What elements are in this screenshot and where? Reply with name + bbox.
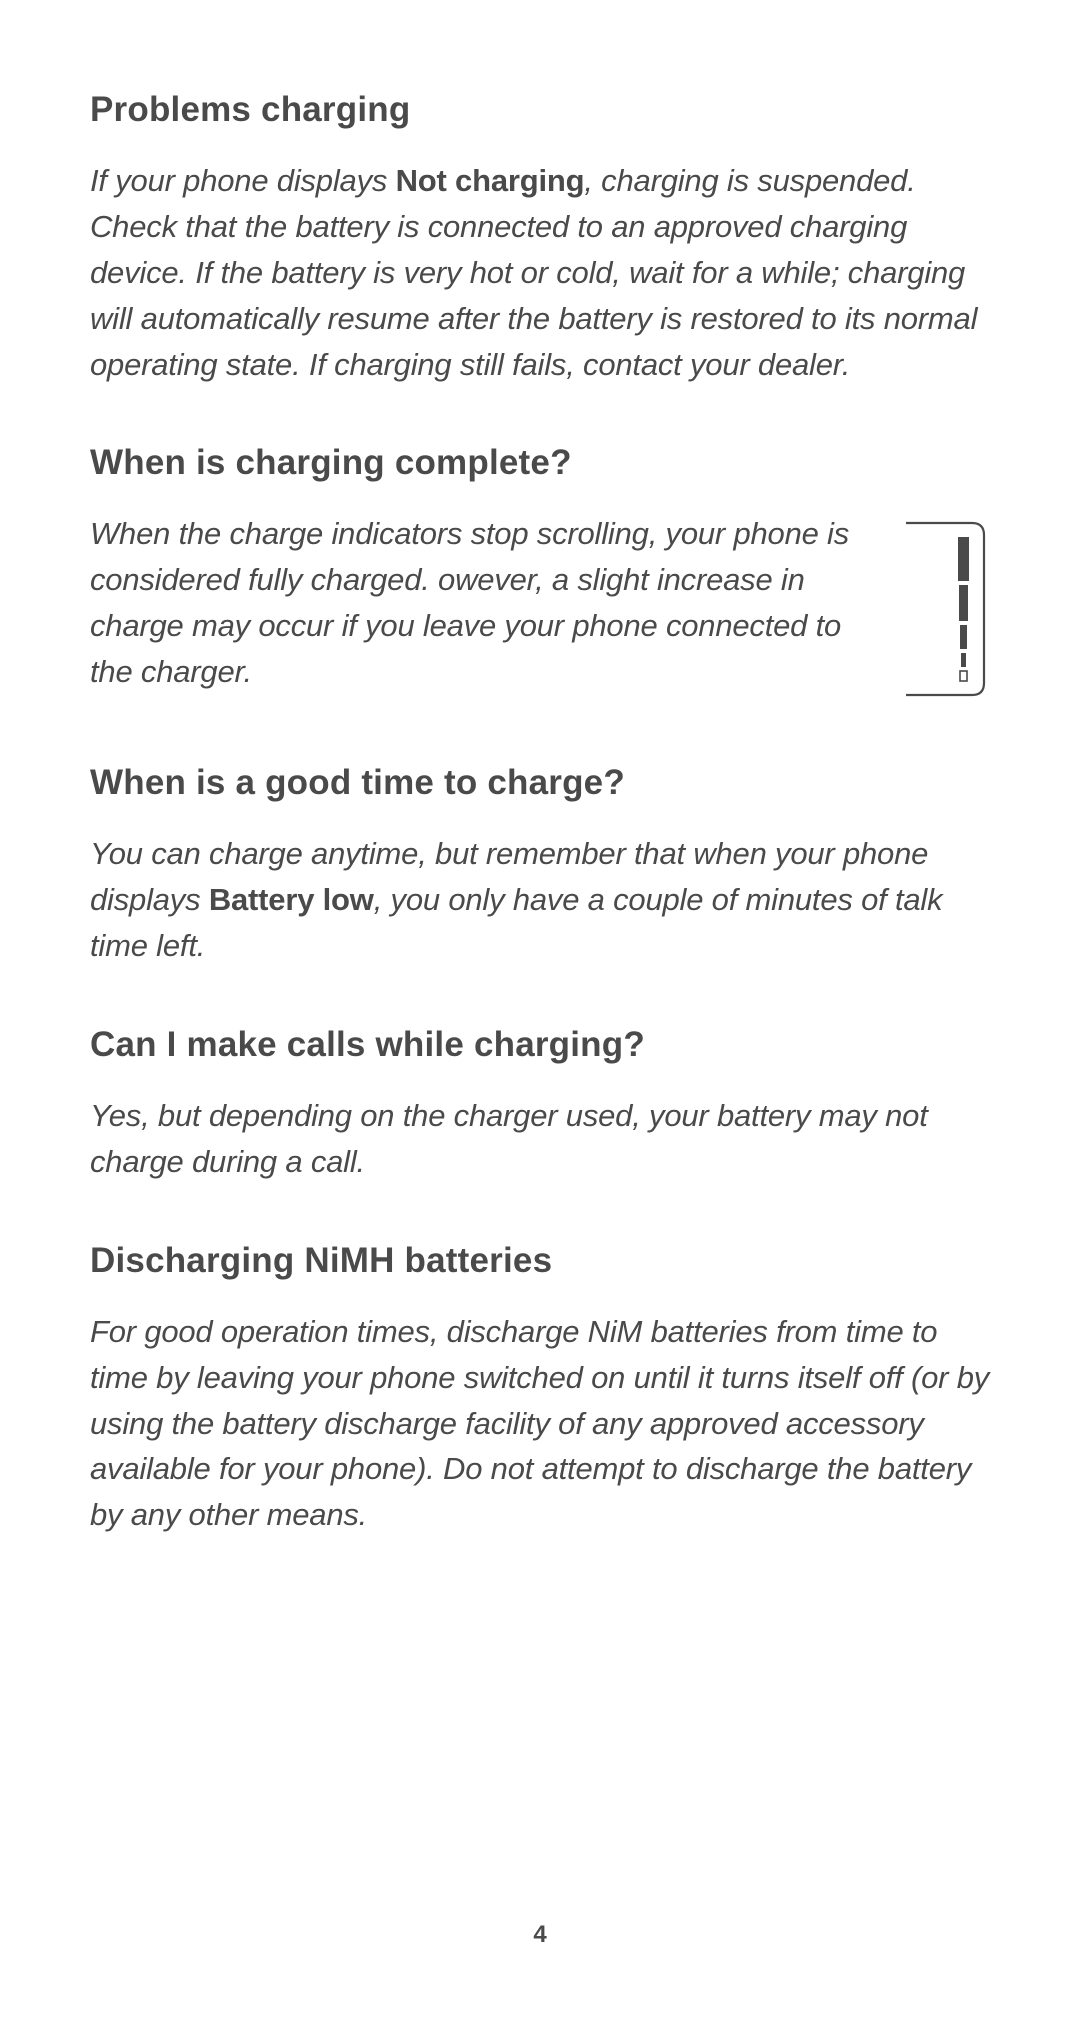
body-calls-while-charging: Yes, but depending on the charger used, … (90, 1093, 990, 1185)
body-problems-charging: If your phone displays Not charging, cha… (90, 158, 990, 387)
heading-problems-charging: Problems charging (90, 90, 990, 130)
body-good-time: You can charge anytime, but remember tha… (90, 831, 990, 969)
text-pre: If your phone displays (90, 163, 396, 198)
body-charging-complete: When the charge indicators stop scrollin… (90, 511, 870, 695)
bold-not-charging: Not charging (396, 163, 585, 198)
heading-charging-complete: When is charging complete? (90, 443, 990, 483)
heading-good-time: When is a good time to charge? (90, 763, 990, 803)
page-number: 4 (0, 1921, 1080, 1949)
section-with-figure: When the charge indicators stop scrollin… (90, 511, 990, 707)
heading-calls-while-charging: Can I make calls while charging? (90, 1025, 990, 1065)
bold-battery-low: Battery low (209, 882, 374, 917)
heading-discharging: Discharging NiMH batteries (90, 1241, 990, 1281)
manual-page: Problems charging If your phone displays… (0, 0, 1080, 2039)
body-discharging: For good operation times, discharge NiM … (90, 1309, 990, 1538)
battery-indicator-icon (900, 517, 990, 707)
